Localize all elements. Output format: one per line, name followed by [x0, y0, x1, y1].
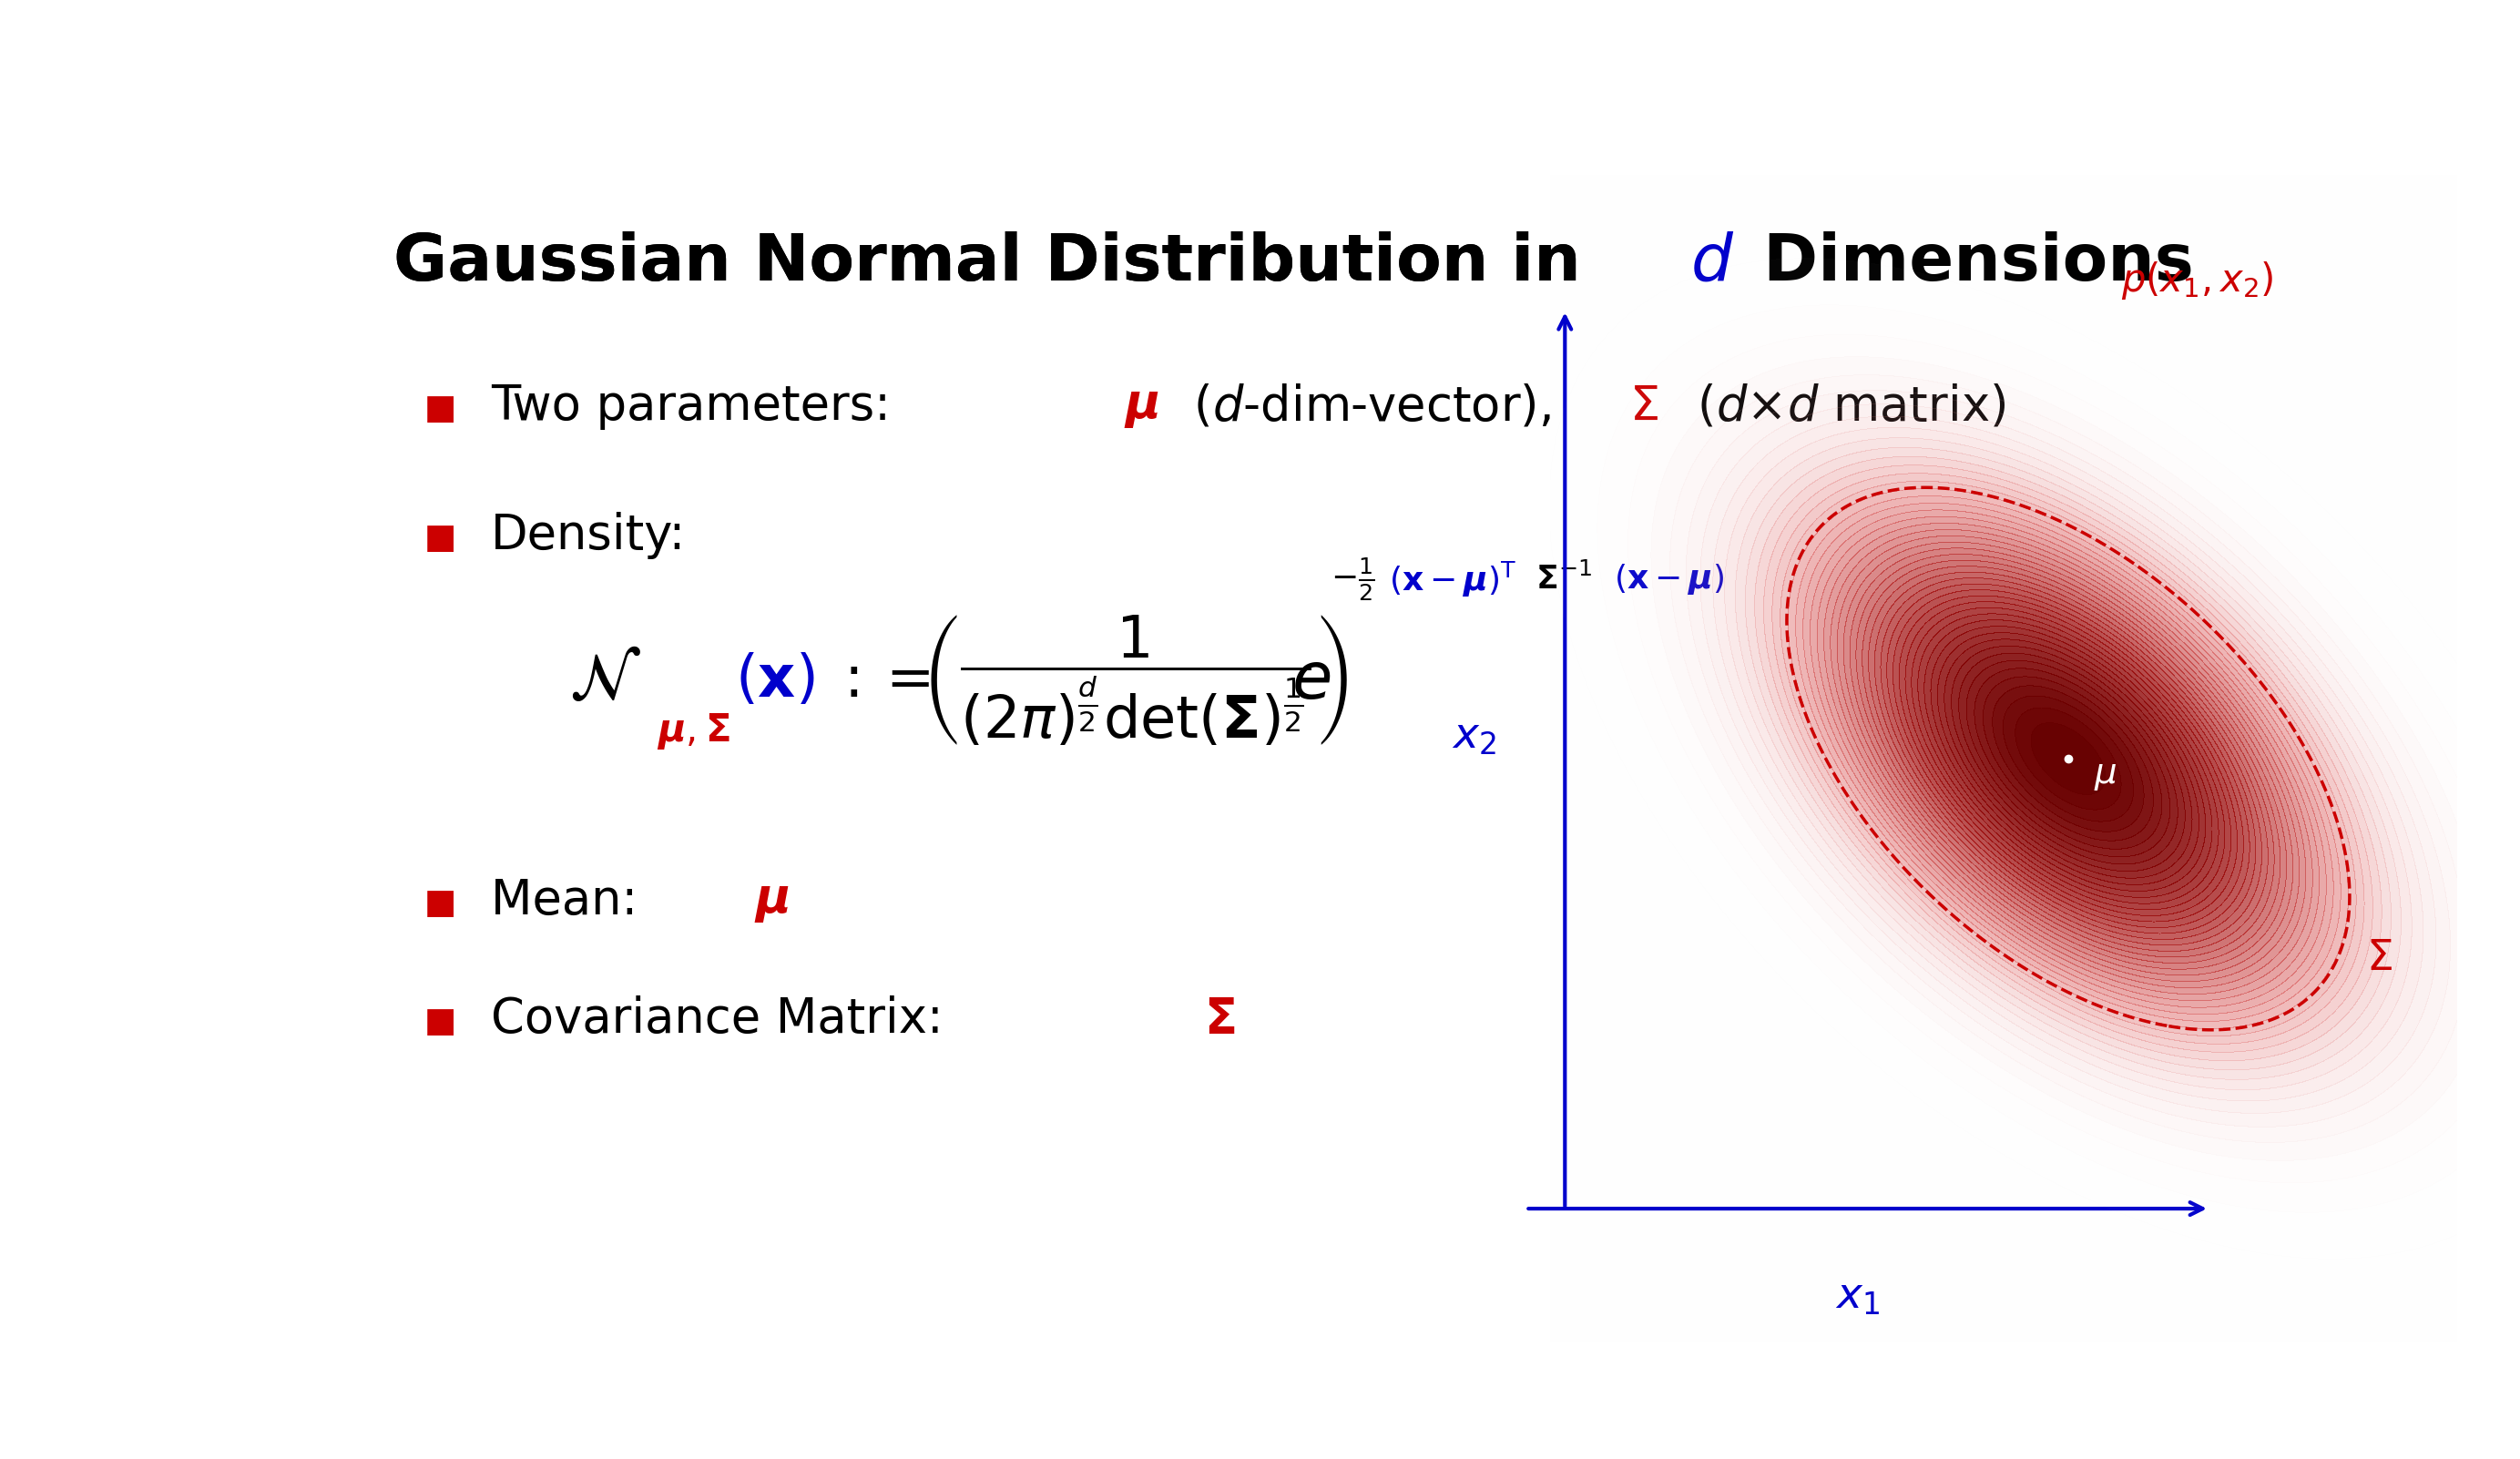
Text: ▪: ▪	[423, 382, 459, 435]
Text: $x_2$: $x_2$	[1452, 716, 1497, 757]
Text: $\left(\dfrac{1}{(2\pi)^{\frac{d}{2}} \det(\boldsymbol{\Sigma})^{\frac{1}{2}}}\r: $\left(\dfrac{1}{(2\pi)^{\frac{d}{2}} \d…	[920, 613, 1348, 748]
Text: Covariance Matrix:: Covariance Matrix:	[491, 995, 958, 1043]
Text: $\boldsymbol{\mu}$: $\boldsymbol{\mu}$	[753, 877, 789, 925]
Text: $:=$: $:=$	[832, 652, 930, 709]
Text: $\mu$: $\mu$	[2094, 759, 2117, 792]
Text: $(\mathbf{x})$: $(\mathbf{x})$	[736, 652, 814, 709]
Text: $-\frac{1}{2}$: $-\frac{1}{2}$	[1331, 556, 1373, 603]
Text: $\mathit{d}$: $\mathit{d}$	[1691, 232, 1734, 295]
Text: $e$: $e$	[1293, 649, 1331, 712]
Text: $\Sigma$: $\Sigma$	[1630, 382, 1658, 430]
Text: ▪: ▪	[423, 877, 459, 929]
Text: $(\mathbf{x}-\boldsymbol{\mu})^\mathrm{T}$: $(\mathbf{x}-\boldsymbol{\mu})^\mathrm{T…	[1389, 560, 1517, 600]
Text: ▪: ▪	[423, 512, 459, 565]
Text: $\mathcal{N}$: $\mathcal{N}$	[570, 649, 640, 712]
Text: $(\mathbf{x}-\boldsymbol{\mu})$: $(\mathbf{x}-\boldsymbol{\mu})$	[1613, 562, 1724, 597]
Text: Gaussian Normal Distribution in: Gaussian Normal Distribution in	[393, 232, 1603, 295]
Text: Dimensions: Dimensions	[1741, 232, 2195, 295]
Text: ($\mathit{d}$$\times$$\mathit{d}$ matrix): ($\mathit{d}$$\times$$\mathit{d}$ matrix…	[1683, 382, 2006, 430]
Text: $p(x_1, x_2)$: $p(x_1, x_2)$	[2122, 260, 2273, 302]
Text: Two parameters:: Two parameters:	[491, 382, 905, 430]
Text: ▪: ▪	[423, 995, 459, 1048]
Text: $\boldsymbol{\Sigma}$: $\boldsymbol{\Sigma}$	[1205, 995, 1235, 1043]
Text: $\boldsymbol{\Sigma}^{-1}$: $\boldsymbol{\Sigma}^{-1}$	[1535, 563, 1593, 595]
Text: $\boldsymbol{\mu}$: $\boldsymbol{\mu}$	[1124, 382, 1159, 430]
Text: Density:: Density:	[491, 512, 685, 559]
Text: $x_1$: $x_1$	[1835, 1277, 1880, 1317]
Text: $\boldsymbol{\mu},\boldsymbol{\Sigma}$: $\boldsymbol{\mu},\boldsymbol{\Sigma}$	[658, 711, 731, 751]
Text: $\Sigma$: $\Sigma$	[2366, 938, 2391, 979]
Text: ($\mathit{d}$-dim-vector),: ($\mathit{d}$-dim-vector),	[1179, 382, 1555, 430]
Text: Gaussian Normal Distribution in: Gaussian Normal Distribution in	[393, 232, 1603, 295]
Text: Mean:: Mean:	[491, 877, 653, 925]
